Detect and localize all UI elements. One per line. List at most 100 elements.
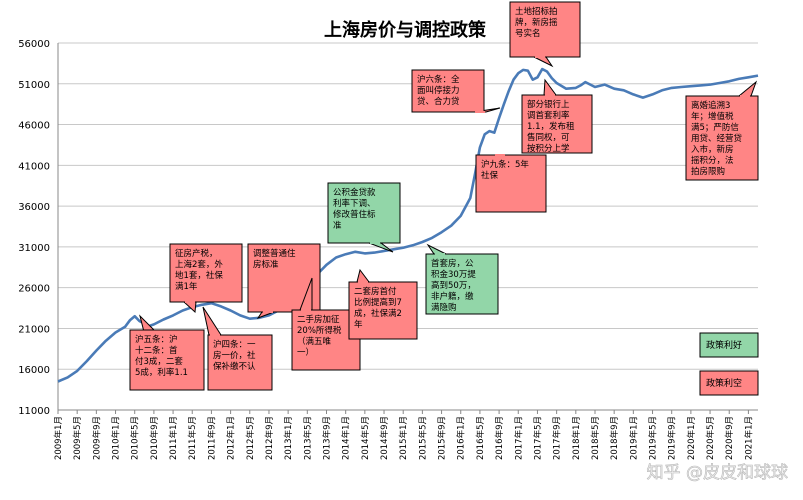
annotation-line: 贷、合力贷 <box>417 96 460 107</box>
watermark: 知乎 @皮皮和球球 <box>646 463 788 484</box>
legend-item: 政策利空 <box>699 370 759 396</box>
annotation-box <box>521 94 593 154</box>
annotation-line: 二手房加征 <box>297 314 340 325</box>
annotation-line: 比例提高到7 <box>354 297 402 308</box>
x-tick-label: 2020年5月 <box>705 416 716 460</box>
x-tick-label: 2017年9月 <box>552 416 563 460</box>
annotation-line: 调整普通住 <box>253 248 296 259</box>
x-tick-label: 2017年1月 <box>513 416 524 460</box>
price-series <box>57 67 759 383</box>
chart-title: 上海房价与调控政策 <box>324 19 487 41</box>
annotation-line: 积金30万提 <box>431 269 476 280</box>
y-tick-label: 56000 <box>18 39 50 50</box>
annotation-line: 沪四条：一 <box>213 339 256 350</box>
annotation-box <box>327 182 401 244</box>
x-tick-label: 2018年9月 <box>609 416 620 460</box>
annotation-line: 按积分上学 <box>527 143 570 154</box>
annotation-box <box>685 95 759 181</box>
x-tick-label: 2016年1月 <box>456 416 467 460</box>
annotation-joint <box>740 95 750 97</box>
x-tick-label: 2016年9月 <box>494 416 505 460</box>
x-tick-label: 2017年5月 <box>532 416 543 460</box>
annotation-line: 号实名 <box>515 28 541 39</box>
x-tick-label: 2013年5月 <box>302 416 313 460</box>
annotation-line: 地1套，社保 <box>175 270 223 281</box>
y-tick-label: 21000 <box>18 324 50 335</box>
annotation-line: 离婚追溯3 <box>691 100 730 111</box>
y-tick-label: 46000 <box>18 121 50 132</box>
x-tick-label: 2011年9月 <box>206 416 217 460</box>
x-tick-label: 2012年5月 <box>245 416 256 460</box>
series-line <box>57 67 759 383</box>
annotation-line: 用贷、经营贷 <box>691 133 743 144</box>
annotation-box <box>509 1 581 58</box>
annotation-joint <box>358 281 368 283</box>
annotation-pointer <box>426 243 447 255</box>
x-tick-label: 2010年1月 <box>111 416 122 460</box>
x-tick-label: 2010年5月 <box>130 416 141 460</box>
annotation-line: 高到50万， <box>431 280 476 291</box>
annotation-joint <box>210 334 220 336</box>
annotation-line: 一） <box>297 347 314 358</box>
x-tick-label: 2009年5月 <box>72 416 83 460</box>
y-tick-label: 11000 <box>18 406 50 417</box>
annotation-line: 年 <box>354 319 363 330</box>
annotation-box <box>411 69 485 113</box>
annotation-line: 保补缴不认 <box>213 361 256 372</box>
watermark-text: 知乎 @皮皮和球球 <box>647 463 788 483</box>
annotation-line: 征房产税， <box>175 248 218 259</box>
x-tick-label: 2018年1月 <box>571 416 582 460</box>
legend-label: 政策利好 <box>706 339 742 351</box>
annotation-line: 摇积分，法 <box>691 155 734 166</box>
annotation-line: 成，社保满2 <box>354 308 402 319</box>
annotation-line: 二套房首付 <box>354 286 397 297</box>
annotation-pointer <box>356 268 370 283</box>
annotation-box <box>475 154 547 213</box>
x-tick-label: 2019年5月 <box>648 416 659 460</box>
annotation-line: 土地招标拍 <box>515 6 558 17</box>
legend-item: 政策利好 <box>699 332 759 358</box>
x-tick-label: 2013年9月 <box>321 416 332 460</box>
annotation-pointer <box>533 56 554 68</box>
axes <box>57 43 758 411</box>
annotation-box <box>207 334 273 391</box>
annotation-line: 非户籍，缴 <box>431 291 474 302</box>
annotation-line: 利率下调、 <box>333 198 376 209</box>
x-tick-label: 2015年1月 <box>398 416 409 460</box>
x-tick-label: 2011年5月 <box>187 416 198 460</box>
annotation-line: 准 <box>333 220 342 231</box>
annotation-line: 公积金贷款 <box>333 187 376 198</box>
y-tick-label: 51000 <box>18 80 50 91</box>
policy-annotations: 沪五条：沪十二条：首付3成，二套5成，利率1.1征房产税，上海2套，外地1套，社… <box>129 1 759 391</box>
x-tick-label: 2019年1月 <box>628 416 639 460</box>
annotation-line: 面叫停接力 <box>417 85 460 96</box>
y-tick-label: 36000 <box>18 202 50 213</box>
annotation-joint <box>145 331 155 333</box>
annotation-line: 1.1，发布租 <box>527 121 575 132</box>
annotation-line: 上海2套，外 <box>175 259 223 270</box>
legend-label: 政策利空 <box>706 377 742 389</box>
y-tick-label: 26000 <box>18 284 50 295</box>
annotation-line: 沪五条：沪 <box>135 334 178 345</box>
annotation-line: 房标准 <box>253 259 279 270</box>
annotation-line: 十二条：首 <box>135 345 178 356</box>
x-tick-label: 2011年1月 <box>168 416 179 460</box>
annotation-pointer <box>202 306 222 336</box>
annotation-line: 5成，利率1.1 <box>135 367 188 378</box>
x-tick-label: 2020年9月 <box>724 416 735 460</box>
annotation-line: 修改普住标 <box>333 209 376 220</box>
annotation-line: 部分银行上 <box>527 99 570 110</box>
x-tick-label: 2012年1月 <box>226 416 237 460</box>
annotation-line: 年；增值税 <box>691 111 734 122</box>
x-tick-label: 2021年1月 <box>743 416 754 460</box>
annotation-line: （满五唯 <box>297 336 332 347</box>
annotation-box <box>169 243 243 303</box>
